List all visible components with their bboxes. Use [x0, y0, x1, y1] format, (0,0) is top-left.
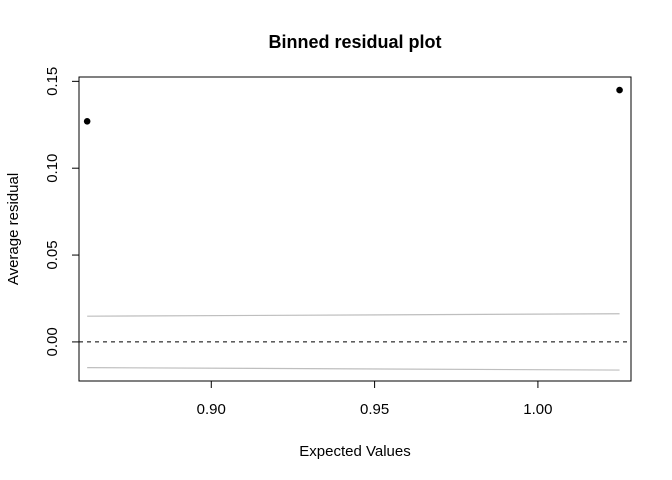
plot-area: 0.90 0.95 1.00 0.00 0.05 0.10 0.15 [44, 67, 632, 418]
y-tick-label-2: 0.05 [44, 240, 61, 269]
upper-bound-line [87, 313, 620, 317]
x-tick-label-2: 0.95 [360, 401, 389, 418]
data-point-1 [83, 117, 91, 125]
x-tick-label-3: 1.00 [523, 401, 552, 418]
y-tick-label-4: 0.15 [44, 67, 61, 96]
chart-title: Binned residual plot [268, 32, 441, 52]
y-axis-label: Average residual [5, 173, 22, 285]
x-tick-label-1: 0.90 [197, 401, 226, 418]
y-tick-label-3: 0.10 [44, 154, 61, 183]
plot-frame [78, 76, 632, 382]
y-tick-label-1: 0.00 [44, 327, 61, 356]
data-point-2 [616, 86, 623, 94]
x-axis-label: Expected Values [299, 443, 410, 460]
lower-bound-line [87, 367, 620, 371]
